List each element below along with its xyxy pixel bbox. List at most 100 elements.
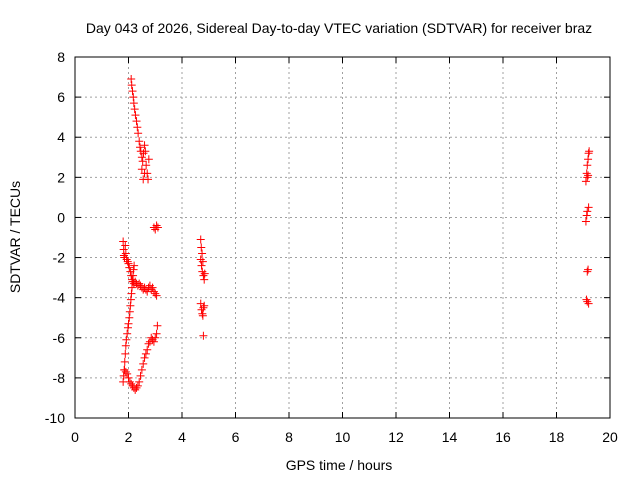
data-point (584, 155, 593, 164)
y-axis-label: SDTVAR / TECUs (7, 181, 23, 293)
data-point (584, 149, 593, 158)
data-point (119, 251, 128, 260)
data-point (126, 301, 135, 310)
data-point (198, 257, 207, 266)
data-point (196, 255, 205, 264)
data-point (197, 243, 206, 252)
data-point (125, 377, 134, 386)
data-point (120, 357, 129, 366)
data-point (120, 365, 129, 374)
series-3 (120, 321, 162, 394)
y-tick-label: 4 (57, 129, 65, 145)
data-point (153, 321, 162, 330)
data-point (139, 359, 148, 368)
data-point (144, 155, 153, 164)
data-point (149, 287, 158, 296)
data-points (119, 75, 594, 394)
x-tick-label: 14 (442, 429, 458, 445)
data-point (140, 169, 149, 178)
x-tick-label: 12 (388, 429, 404, 445)
data-point (129, 99, 138, 108)
data-point (119, 237, 128, 246)
data-point (134, 129, 143, 138)
data-point (127, 379, 136, 388)
data-point (129, 265, 138, 274)
data-point (121, 341, 130, 350)
data-point (123, 257, 132, 266)
data-point (152, 221, 161, 230)
series-4 (127, 75, 153, 184)
data-point (139, 175, 148, 184)
x-tick-label: 0 (71, 429, 79, 445)
series-2 (119, 261, 139, 386)
data-point (124, 373, 133, 382)
x-tick-label: 2 (125, 429, 133, 445)
data-point (197, 261, 206, 270)
data-point (135, 377, 144, 386)
data-point (583, 207, 592, 216)
data-point (119, 371, 128, 380)
x-axis-label: GPS time / hours (286, 457, 393, 473)
x-tick-label: 20 (602, 429, 618, 445)
data-point (128, 277, 137, 286)
data-point (136, 281, 145, 290)
data-point (196, 299, 205, 308)
data-point (128, 87, 137, 96)
data-point (123, 323, 132, 332)
data-point (120, 253, 129, 262)
data-point (124, 259, 133, 268)
x-tick-labels: 0 2 4 6 8 10 12 14 16 18 20 (71, 429, 618, 445)
series-7 (581, 147, 594, 308)
data-point (585, 147, 594, 156)
y-tick-label: 2 (57, 169, 65, 185)
data-point (124, 319, 133, 328)
data-point (197, 305, 206, 314)
data-point (581, 217, 590, 226)
data-point (584, 265, 593, 274)
data-point (143, 287, 152, 296)
y-tick-label: -8 (53, 370, 66, 386)
data-point (583, 267, 592, 276)
data-point (121, 349, 130, 358)
data-point (149, 337, 158, 346)
x-tick-label: 16 (495, 429, 511, 445)
data-point (200, 269, 209, 278)
data-point (584, 299, 593, 308)
data-point (153, 223, 162, 232)
data-point (582, 169, 591, 178)
series-6 (196, 235, 209, 340)
data-point (121, 249, 130, 258)
data-point (131, 111, 140, 120)
data-point (151, 333, 160, 342)
data-point (200, 301, 209, 310)
data-point (132, 383, 141, 392)
data-point (126, 295, 135, 304)
data-point (131, 385, 140, 394)
data-point (136, 371, 145, 380)
data-point (151, 289, 160, 298)
y-tick-label: -4 (53, 290, 66, 306)
data-point (122, 335, 131, 344)
y-tick-label: 0 (57, 209, 65, 225)
y-tick-label: 8 (57, 49, 65, 65)
data-point (199, 331, 208, 340)
data-point (200, 275, 209, 284)
series-1 (119, 237, 161, 300)
data-point (121, 241, 130, 250)
series-5 (149, 221, 162, 234)
data-point (142, 161, 151, 170)
data-point (199, 271, 208, 280)
data-point (123, 369, 132, 378)
data-point (138, 157, 147, 166)
axis-ticks (74, 56, 611, 419)
data-point (583, 173, 592, 182)
x-tick-label: 10 (335, 429, 351, 445)
data-point (137, 153, 146, 162)
y-tick-label: 6 (57, 89, 65, 105)
data-point (125, 313, 134, 322)
data-point (121, 367, 130, 376)
data-point (143, 345, 152, 354)
data-point (584, 171, 593, 180)
data-point (133, 123, 142, 132)
